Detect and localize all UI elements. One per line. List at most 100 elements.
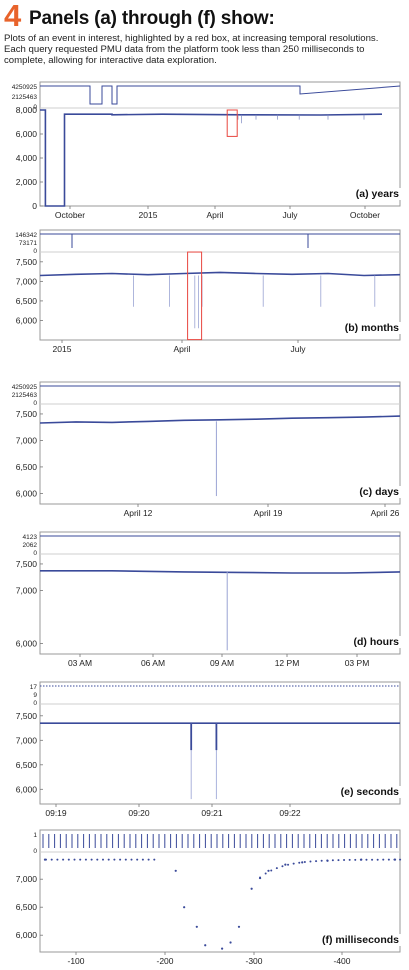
strip-trace: [42, 834, 398, 848]
x-tick-label: July: [282, 210, 298, 220]
y-tick-label: 6,500: [16, 296, 38, 306]
data-point: [301, 861, 304, 864]
panel-label: (b) months: [342, 322, 401, 334]
strip-tick-label: 4250925: [12, 84, 38, 91]
y-tick-label: 4,000: [16, 153, 38, 163]
data-point: [387, 858, 390, 861]
data-point: [331, 859, 334, 862]
data-point: [281, 865, 284, 868]
plot-frame: [39, 381, 401, 505]
strip-tick-label: 73171: [19, 240, 37, 247]
data-point: [382, 858, 385, 861]
plot-frame: [39, 829, 401, 953]
x-tick-label: 09:22: [279, 808, 301, 818]
data-point: [113, 858, 116, 861]
data-point: [303, 861, 306, 864]
data-point: [90, 858, 93, 861]
data-point: [221, 947, 224, 950]
data-point: [107, 858, 110, 861]
data-point: [365, 858, 368, 861]
x-tick-label: October: [55, 210, 85, 220]
y-tick-label: 6,000: [16, 930, 38, 940]
series-line: [40, 109, 383, 207]
data-point: [292, 862, 295, 865]
panel-c: 4250925 2125463 0 6,000 6,500 7,000 7,500 April…: [0, 380, 409, 520]
y-tick-label: 6,500: [16, 902, 38, 912]
y-tick-label: 6,000: [16, 315, 38, 325]
data-point: [320, 859, 323, 862]
strip-tick-label: 2062: [23, 542, 38, 549]
panel-b: 146342 73171 0 6,000 6,500 7,000 7,500 2015 Apri…: [0, 228, 409, 356]
data-point: [270, 869, 273, 872]
panel-label: (e) seconds: [338, 786, 401, 798]
data-point: [124, 858, 127, 861]
strip-tick-label: 0: [33, 104, 37, 111]
data-point: [50, 858, 53, 861]
data-point: [237, 925, 241, 928]
x-tick-label: 2015: [53, 344, 72, 354]
panel-d: 4123 2062 0 6,000 7,000 7,500 03 AM 06 AM 09 AM 1…: [0, 530, 409, 670]
data-point: [287, 863, 290, 866]
figure-caption: Plots of an event in interest, highlight…: [4, 33, 379, 66]
strip-tick-label: 0: [33, 400, 37, 407]
data-point: [204, 944, 207, 947]
highlight-box: [226, 109, 238, 137]
data-point: [399, 858, 402, 861]
data-point: [309, 860, 312, 863]
panel-label: (a) years: [353, 188, 401, 200]
data-point: [371, 858, 374, 861]
x-tick-label: -200: [156, 956, 173, 966]
data-point: [56, 858, 59, 861]
panel-label: (f) milliseconds: [319, 934, 401, 946]
data-point: [250, 887, 253, 890]
x-tick-label: April: [206, 210, 223, 220]
highlight-box: [187, 251, 203, 341]
data-point: [315, 860, 318, 863]
y-tick-label: 7,500: [16, 711, 38, 721]
x-tick-label: April 19: [254, 508, 283, 518]
strip-tick-label: 4123: [23, 534, 38, 541]
strip-tick-label: 2125463: [12, 392, 38, 399]
panel-label: (c) days: [357, 486, 401, 498]
data-point: [284, 863, 287, 866]
y-tick-label: 7,000: [16, 585, 38, 595]
data-point: [119, 858, 122, 861]
x-tick-label: 12 PM: [275, 658, 300, 668]
y-tick-label: 7,000: [16, 435, 38, 445]
panel-a: 4250925 2125463 0 0 2,000 4,000 6,000 8,000 Octo…: [0, 80, 409, 222]
y-tick-label: 7,000: [16, 735, 38, 745]
strip-tick-label: 0: [33, 700, 37, 707]
plot-frame: [39, 229, 401, 341]
y-tick-label: 7,000: [16, 874, 38, 884]
y-tick-label: 6,000: [16, 129, 38, 139]
data-point: [326, 859, 329, 862]
data-point: [141, 858, 144, 861]
data-point: [393, 858, 396, 861]
data-point: [67, 858, 70, 861]
data-point: [229, 941, 232, 944]
data-point: [354, 858, 357, 861]
x-tick-label: 06 AM: [141, 658, 165, 668]
x-tick-label: April 26: [371, 508, 400, 518]
x-tick-label: -300: [245, 956, 262, 966]
x-tick-label: April: [173, 344, 190, 354]
data-point: [174, 869, 177, 872]
x-tick-label: 03 AM: [68, 658, 92, 668]
y-tick-label: 6,000: [16, 784, 38, 794]
y-tick-label: 6,500: [16, 462, 38, 472]
data-point: [195, 925, 198, 928]
data-point: [147, 858, 150, 861]
y-tick-label: 7,500: [16, 409, 38, 419]
data-point: [153, 858, 156, 861]
data-point: [376, 858, 379, 861]
chart-svg-a: 4250925 2125463 0 0 2,000 4,000 6,000 8,000 Octo…: [12, 81, 401, 220]
x-tick-label: 2015: [139, 210, 158, 220]
strip-tick-label: 17: [30, 684, 38, 691]
data-point: [84, 858, 87, 861]
x-tick-label: -100: [67, 956, 84, 966]
x-tick-label: 09 AM: [210, 658, 234, 668]
x-tick-label: July: [290, 344, 306, 354]
data-point: [183, 906, 186, 909]
